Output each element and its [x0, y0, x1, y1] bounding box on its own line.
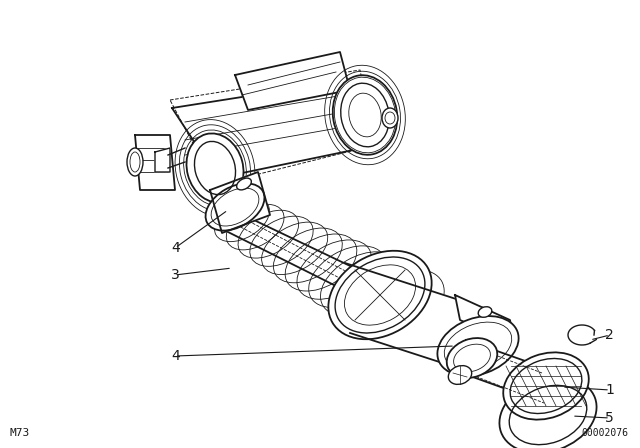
Ellipse shape	[478, 307, 492, 317]
Polygon shape	[135, 135, 175, 190]
Ellipse shape	[328, 251, 431, 339]
Polygon shape	[230, 205, 415, 310]
Text: 5: 5	[605, 411, 614, 425]
Text: M73: M73	[10, 428, 30, 438]
Ellipse shape	[437, 316, 518, 376]
Ellipse shape	[333, 75, 397, 155]
Ellipse shape	[186, 134, 244, 202]
Text: 1: 1	[605, 383, 614, 397]
Text: 3: 3	[172, 268, 180, 282]
Ellipse shape	[214, 198, 269, 241]
Ellipse shape	[448, 366, 472, 384]
Polygon shape	[345, 263, 495, 380]
Polygon shape	[155, 148, 170, 172]
Polygon shape	[235, 52, 350, 110]
Ellipse shape	[237, 178, 252, 190]
Ellipse shape	[205, 183, 264, 231]
Text: 4: 4	[172, 349, 180, 363]
Text: 4: 4	[172, 241, 180, 255]
Polygon shape	[170, 70, 375, 185]
Ellipse shape	[382, 108, 398, 128]
Ellipse shape	[447, 338, 497, 378]
Polygon shape	[466, 340, 548, 404]
Text: 00002076: 00002076	[581, 428, 628, 438]
Text: 2: 2	[605, 328, 614, 342]
Ellipse shape	[127, 148, 143, 176]
Ellipse shape	[503, 353, 589, 420]
Polygon shape	[455, 295, 515, 345]
Polygon shape	[210, 172, 270, 233]
Ellipse shape	[356, 270, 444, 340]
Ellipse shape	[499, 377, 596, 448]
